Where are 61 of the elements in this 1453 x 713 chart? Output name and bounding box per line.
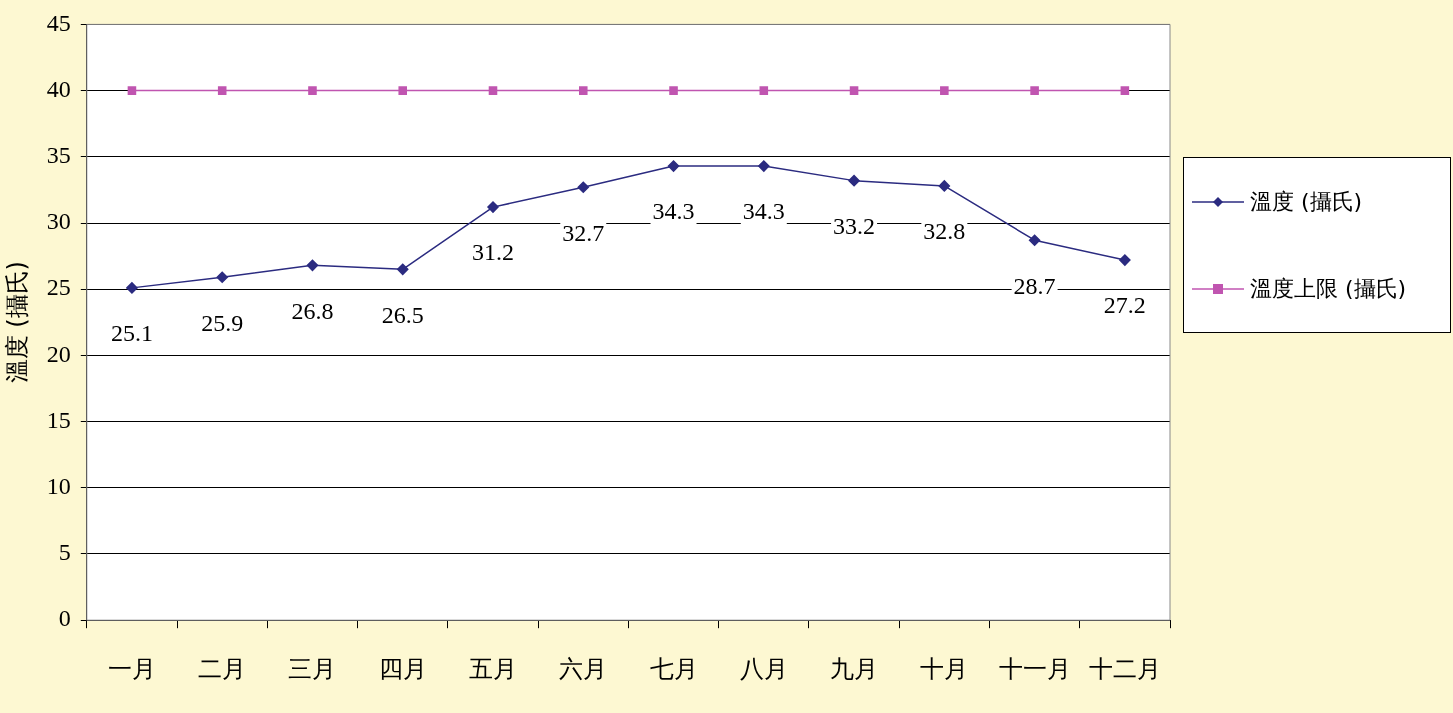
data-label: 27.2 (1103, 292, 1146, 319)
y-tick-label: 10 (46, 473, 71, 500)
x-tick-label: 二月 (198, 654, 247, 683)
point (488, 86, 498, 95)
point (217, 86, 227, 95)
x-tick-label: 七月 (649, 654, 698, 683)
y-tick-label: 40 (46, 75, 71, 102)
x-tick-label: 四月 (378, 654, 427, 683)
y-tick-label: 35 (46, 142, 71, 169)
data-label: 34.3 (652, 198, 695, 225)
x-tick-label: 九月 (830, 654, 879, 683)
point (1120, 86, 1130, 95)
legend-label: 溫度上限 (攝氏) (1250, 274, 1407, 303)
point (848, 174, 860, 187)
data-label: 25.1 (110, 320, 153, 347)
point (758, 160, 770, 172)
data-label: 25.9 (201, 309, 244, 336)
data-label: 33.2 (833, 212, 876, 239)
data-label: 26.5 (381, 301, 424, 328)
point (667, 160, 680, 172)
data-label: 31.2 (472, 239, 514, 266)
y-tick-label: 0 (58, 605, 71, 632)
point (1119, 254, 1131, 266)
y-tick-label: 20 (46, 340, 71, 367)
point (487, 201, 499, 213)
point (759, 86, 769, 95)
x-tick-label: 一月 (107, 654, 156, 683)
point (577, 181, 590, 193)
point (216, 271, 228, 284)
x-tick-label: 六月 (559, 654, 608, 683)
y-tick-label: 15 (46, 406, 71, 433)
point (396, 263, 409, 276)
point (1030, 86, 1039, 95)
point (126, 282, 138, 294)
point (940, 86, 949, 95)
data-label: 32.7 (562, 219, 605, 246)
x-tick-label: 八月 (739, 654, 788, 683)
point (669, 86, 678, 95)
point (398, 86, 408, 95)
y-tick-label: 30 (46, 208, 71, 235)
data-label: 26.8 (291, 297, 334, 324)
y-tick-label: 25 (46, 274, 71, 301)
point (578, 86, 588, 95)
point (127, 86, 137, 95)
x-tick-label: 十一月 (998, 654, 1071, 683)
y-tick-label: 5 (58, 539, 71, 566)
point (849, 86, 859, 95)
data-label: 34.3 (742, 198, 785, 225)
x-tick-label: 十二月 (1088, 654, 1161, 683)
y-axis-title: 溫度 (攝氏) (2, 261, 31, 384)
point (306, 259, 319, 272)
x-tick-label: 三月 (288, 654, 337, 683)
point (938, 180, 951, 192)
x-tick-label: 十月 (920, 654, 969, 683)
data-label: 28.7 (1013, 272, 1056, 299)
point (308, 86, 317, 95)
legend-label: 溫度 (攝氏) (1250, 187, 1363, 216)
point (1028, 234, 1041, 246)
x-tick-label: 五月 (469, 654, 517, 683)
y-tick-label: 45 (46, 9, 71, 36)
data-label: 32.8 (923, 218, 966, 245)
